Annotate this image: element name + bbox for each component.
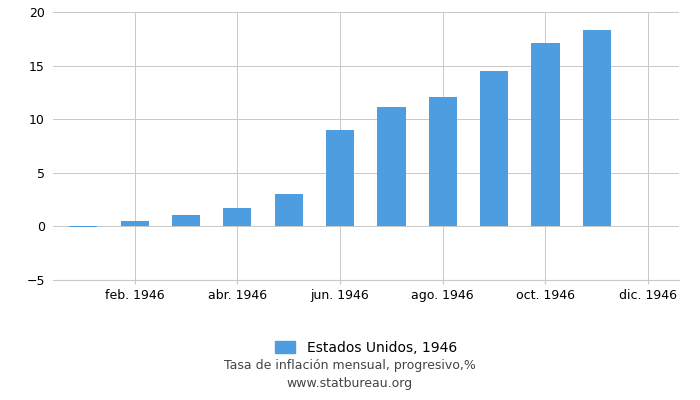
- Bar: [69, 226, 97, 228]
- Bar: [274, 194, 303, 226]
- Bar: [480, 71, 508, 226]
- Text: www.statbureau.org: www.statbureau.org: [287, 378, 413, 390]
- Bar: [326, 130, 354, 226]
- Bar: [172, 215, 200, 226]
- Bar: [428, 97, 457, 226]
- Bar: [531, 43, 559, 226]
- Bar: [377, 108, 405, 226]
- Legend: Estados Unidos, 1946: Estados Unidos, 1946: [274, 340, 457, 354]
- Bar: [120, 220, 149, 226]
- Text: Tasa de inflación mensual, progresivo,%: Tasa de inflación mensual, progresivo,%: [224, 360, 476, 372]
- Bar: [223, 208, 251, 226]
- Bar: [582, 30, 611, 226]
